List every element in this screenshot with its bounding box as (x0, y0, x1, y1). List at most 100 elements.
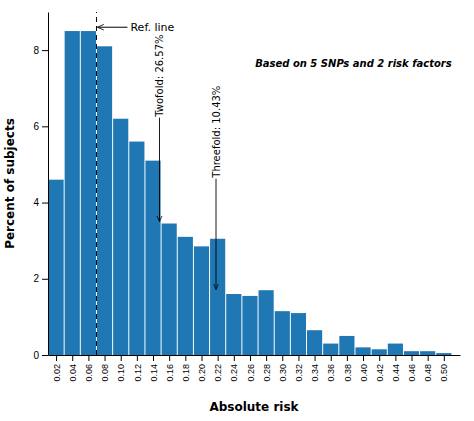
x-tick-label: 0.06 (84, 364, 94, 382)
x-tick: 0.20 (197, 355, 207, 382)
x-tick-label: 0.46 (407, 364, 417, 382)
x-tick-mark (379, 355, 380, 361)
x-tick: 0.50 (439, 355, 449, 382)
x-tick-mark (315, 355, 316, 361)
x-tick: 0.40 (359, 355, 369, 382)
bar (226, 294, 241, 355)
x-tick: 0.14 (149, 355, 159, 382)
y-tick-mark (42, 355, 48, 356)
y-tick-mark (42, 203, 48, 204)
bar (97, 46, 112, 355)
x-tick-label: 0.16 (165, 364, 175, 382)
annotation: Based on 5 SNPs and 2 risk factors (255, 58, 452, 69)
y-axis-line (48, 13, 49, 356)
x-tick: 0.34 (310, 355, 320, 382)
reference-line (96, 12, 97, 355)
x-tick: 0.26 (246, 355, 256, 382)
x-axis-line (49, 355, 461, 356)
y-tick-label: 4 (33, 197, 39, 208)
x-tick-mark (412, 355, 413, 361)
x-tick-mark (105, 355, 106, 361)
x-tick: 0.02 (52, 355, 62, 382)
bar (81, 31, 96, 355)
x-tick: 0.06 (84, 355, 94, 382)
bar (275, 311, 290, 355)
x-tick-label: 0.02 (52, 364, 62, 382)
x-tick-label: 0.10 (116, 364, 126, 382)
x-tick-mark (347, 355, 348, 361)
x-tick-mark (56, 355, 57, 361)
x-tick: 0.16 (165, 355, 175, 382)
x-tick-mark (282, 355, 283, 361)
x-tick-label: 0.26 (246, 364, 256, 382)
x-tick: 0.08 (100, 355, 110, 382)
bar (210, 239, 225, 355)
x-tick-label: 0.42 (375, 364, 385, 382)
x-tick: 0.22 (213, 355, 223, 382)
x-tick: 0.36 (326, 355, 336, 382)
x-tick: 0.28 (262, 355, 272, 382)
bar (291, 313, 306, 355)
x-tick: 0.38 (343, 355, 353, 382)
x-tick-label: 0.50 (439, 364, 449, 382)
x-tick: 0.30 (278, 355, 288, 382)
annotation-arrow (97, 27, 127, 28)
x-tick-label: 0.08 (100, 364, 110, 382)
x-tick-label: 0.34 (310, 364, 320, 382)
y-tick-label: 6 (33, 121, 39, 132)
bar (436, 353, 451, 355)
x-tick-mark (250, 355, 251, 361)
y-tick: 6 (33, 121, 48, 132)
x-tick: 0.44 (391, 355, 401, 382)
x-axis: 0.020.040.060.080.100.120.140.160.180.20… (49, 355, 461, 382)
x-tick: 0.12 (133, 355, 143, 382)
x-tick-label: 0.22 (213, 364, 223, 382)
bar (388, 344, 403, 355)
x-tick-mark (137, 355, 138, 361)
x-tick: 0.48 (423, 355, 433, 382)
y-tick: 4 (33, 197, 48, 208)
bar (307, 330, 322, 355)
y-tick: 0 (33, 350, 48, 361)
x-tick-mark (121, 355, 122, 361)
bar (372, 349, 387, 355)
x-tick-mark (444, 355, 445, 361)
x-tick-label: 0.36 (326, 364, 336, 382)
y-tick-label: 8 (33, 45, 39, 56)
x-tick: 0.10 (116, 355, 126, 382)
bar (113, 119, 128, 355)
annotation-arrow (159, 118, 160, 222)
bar (420, 351, 435, 355)
x-axis-title: Absolute risk (209, 400, 299, 414)
x-tick-mark (395, 355, 396, 361)
x-tick-label: 0.30 (278, 364, 288, 382)
bar (404, 351, 419, 355)
x-tick-mark (201, 355, 202, 361)
x-tick-label: 0.48 (423, 364, 433, 382)
y-tick-mark (42, 279, 48, 280)
x-tick-mark (331, 355, 332, 361)
bar (339, 336, 354, 355)
bar (162, 224, 177, 355)
x-tick-label: 0.20 (197, 364, 207, 382)
annotation: Twofold: 26.57% (154, 34, 165, 117)
x-tick: 0.32 (294, 355, 304, 382)
x-tick-mark (153, 355, 154, 361)
y-tick-mark (42, 50, 48, 51)
x-tick-mark (72, 355, 73, 361)
bar (194, 246, 209, 355)
y-tick-mark (42, 126, 48, 127)
annotation: Threefold: 10.43% (211, 86, 222, 179)
x-tick-label: 0.32 (294, 364, 304, 382)
x-tick-label: 0.14 (149, 364, 159, 382)
x-tick-mark (298, 355, 299, 361)
x-tick-label: 0.40 (359, 364, 369, 382)
y-tick-label: 0 (33, 350, 39, 361)
x-tick-label: 0.24 (229, 364, 239, 382)
x-tick: 0.18 (181, 355, 191, 382)
bar (49, 180, 64, 355)
bar (259, 290, 274, 355)
bar (355, 347, 370, 355)
bar (129, 142, 144, 355)
chart: 0.020.040.060.080.100.120.140.160.180.20… (0, 0, 474, 421)
